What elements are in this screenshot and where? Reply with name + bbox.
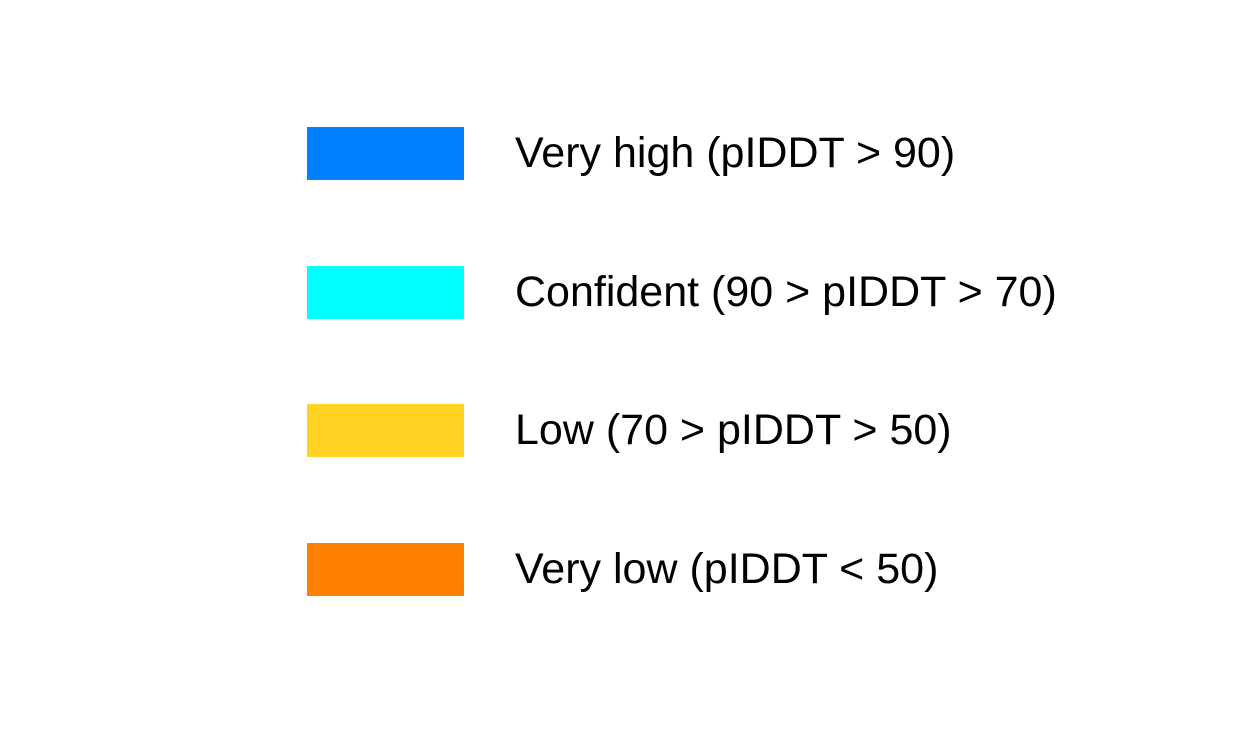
legend-item-very-high: Very high (pIDDT > 90) xyxy=(307,126,955,180)
legend-swatch xyxy=(307,126,464,180)
legend-label: Very low (pIDDT < 50) xyxy=(515,544,939,593)
legend-swatch xyxy=(307,265,464,319)
legend-swatch xyxy=(307,403,464,457)
legend-label: Confident (90 > pIDDT > 70) xyxy=(515,267,1057,316)
legend-item-low: Low (70 > pIDDT > 50) xyxy=(307,403,952,457)
legend-item-confident: Confident (90 > pIDDT > 70) xyxy=(307,265,1057,319)
legend-label: Low (70 > pIDDT > 50) xyxy=(515,405,952,454)
legend-label: Very high (pIDDT > 90) xyxy=(515,128,956,177)
legend-swatch xyxy=(307,542,464,596)
legend-item-very-low: Very low (pIDDT < 50) xyxy=(307,542,938,596)
